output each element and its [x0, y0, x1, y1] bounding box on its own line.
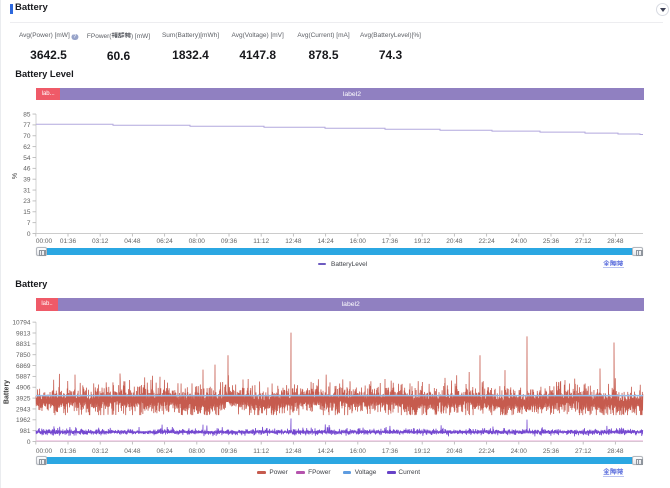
svg-text:5887: 5887	[16, 374, 31, 381]
svg-text:85: 85	[23, 111, 31, 118]
svg-text:17:36: 17:36	[382, 238, 399, 245]
svg-text:14:24: 14:24	[317, 238, 334, 245]
svg-text:4906: 4906	[16, 385, 31, 392]
svg-text:20:48: 20:48	[446, 238, 463, 245]
svg-text:54: 54	[23, 155, 31, 162]
svg-text:27:12: 27:12	[575, 448, 592, 455]
svg-text:01:36: 01:36	[60, 238, 77, 245]
svg-text:19:12: 19:12	[414, 238, 431, 245]
svg-text:9813: 9813	[16, 330, 31, 337]
svg-text:06:24: 06:24	[156, 448, 173, 455]
svg-text:24:00: 24:00	[511, 448, 528, 455]
svg-text:7850: 7850	[16, 352, 31, 359]
svg-text:0: 0	[27, 439, 31, 446]
svg-text:31: 31	[23, 187, 31, 194]
svg-text:7: 7	[27, 220, 31, 227]
svg-text:04:48: 04:48	[124, 448, 141, 455]
svg-text:00:00: 00:00	[36, 448, 53, 455]
svg-text:08:00: 08:00	[189, 238, 206, 245]
svg-text:22:24: 22:24	[478, 448, 495, 455]
svg-text:16:00: 16:00	[350, 238, 367, 245]
svg-text:23: 23	[23, 198, 31, 205]
svg-text:09:36: 09:36	[221, 448, 238, 455]
svg-text:08:00: 08:00	[189, 448, 206, 455]
svg-text:16:00: 16:00	[350, 448, 367, 455]
svg-text:77: 77	[23, 122, 31, 129]
svg-text:15: 15	[23, 209, 31, 216]
svg-text:39: 39	[23, 177, 31, 184]
svg-text:981: 981	[20, 428, 31, 435]
svg-text:2943: 2943	[16, 406, 31, 413]
svg-text:1962: 1962	[16, 417, 31, 424]
svg-text:20:48: 20:48	[446, 448, 463, 455]
svg-text:11:12: 11:12	[253, 238, 269, 245]
svg-text:Battery: Battery	[4, 380, 11, 404]
svg-text:01:36: 01:36	[60, 448, 77, 455]
svg-text:00:00: 00:00	[36, 238, 53, 245]
svg-text:19:12: 19:12	[414, 448, 431, 455]
svg-text:09:36: 09:36	[221, 238, 238, 245]
svg-text:62: 62	[23, 144, 31, 151]
svg-text:24:00: 24:00	[511, 238, 528, 245]
svg-text:11:12: 11:12	[253, 448, 269, 455]
svg-text:25:36: 25:36	[543, 448, 560, 455]
svg-text:14:24: 14:24	[317, 448, 334, 455]
svg-text:17:36: 17:36	[382, 448, 399, 455]
svg-text:0: 0	[27, 231, 31, 238]
svg-text:27:12: 27:12	[575, 238, 592, 245]
svg-text:12:48: 12:48	[285, 448, 302, 455]
svg-text:3925: 3925	[16, 395, 31, 402]
svg-text:70: 70	[23, 133, 31, 140]
svg-text:03:12: 03:12	[92, 448, 109, 455]
svg-text:10794: 10794	[12, 319, 30, 326]
svg-text:22:24: 22:24	[478, 238, 495, 245]
svg-text:46: 46	[23, 166, 31, 173]
svg-text:8831: 8831	[16, 341, 31, 348]
svg-text:6869: 6869	[16, 363, 31, 370]
svg-text:25:36: 25:36	[543, 238, 560, 245]
svg-text:06:24: 06:24	[156, 238, 173, 245]
svg-text:28:48: 28:48	[607, 238, 624, 245]
svg-text:28:48: 28:48	[607, 448, 624, 455]
svg-text:04:48: 04:48	[124, 238, 141, 245]
svg-text:03:12: 03:12	[92, 238, 109, 245]
svg-text:%: %	[12, 173, 19, 179]
svg-text:12:48: 12:48	[285, 238, 302, 245]
